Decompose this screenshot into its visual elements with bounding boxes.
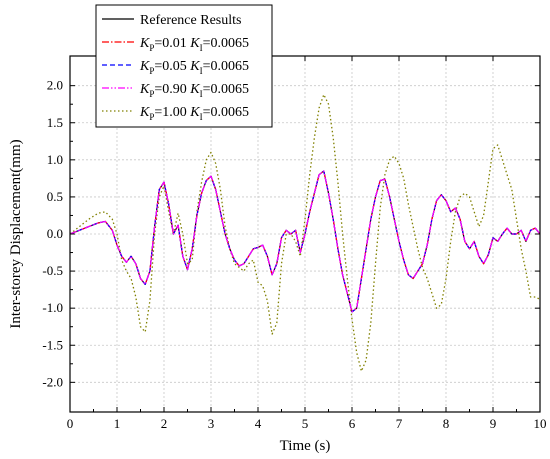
legend-label: Reference Results	[140, 13, 241, 28]
x-axis-title: Time (s)	[280, 438, 331, 454]
legend-label: KP=1.00 KI=0.0065	[139, 105, 249, 122]
x-tick-label: 1	[114, 416, 121, 431]
x-tick-label: 9	[490, 416, 497, 431]
x-tick-label: 8	[443, 416, 450, 431]
y-tick-label: 0.0	[47, 226, 63, 241]
x-tick-label: 10	[534, 416, 547, 431]
y-tick-label: 1.5	[47, 115, 63, 130]
x-tick-label: 4	[255, 416, 262, 431]
legend-label: KP=0.90 KI=0.0065	[139, 82, 249, 99]
x-tick-label: 0	[67, 416, 74, 431]
y-tick-label: 2.0	[47, 78, 63, 93]
tick-layer: 0 1 2 3 4 5 6 7 8 9 10 -2.0 -1.5 -1.0 -0.5 0.0 0.5 1.0 1.5…	[42, 56, 547, 431]
y-tick-label: -1.5	[42, 337, 63, 352]
y-tick-label: -2.0	[42, 374, 63, 389]
y-axis-title: Inter-storey Displacement(mm)	[8, 139, 24, 328]
x-tick-label: 2	[161, 416, 168, 431]
y-tick-label: 0.5	[47, 189, 63, 204]
x-tick-label: 3	[208, 416, 215, 431]
y-tick-label: -1.0	[42, 300, 63, 315]
grid-layer	[70, 56, 540, 412]
x-tick-label: 7	[396, 416, 403, 431]
legend-label: KP=0.01 KI=0.0065	[139, 36, 249, 53]
x-tick-label: 6	[349, 416, 356, 431]
x-tick-label: 5	[302, 416, 309, 431]
series-line-3	[69, 170, 541, 313]
legend-label: KP=0.05 KI=0.0065	[139, 59, 249, 76]
legend-box	[95, 4, 273, 128]
y-tick-label: -0.5	[42, 263, 63, 278]
y-tick-label: 1.0	[47, 152, 63, 167]
legend: Reference Results KP=0.01 KI=0.0065 KP=0.0…	[95, 4, 273, 128]
series-layer	[69, 93, 541, 372]
